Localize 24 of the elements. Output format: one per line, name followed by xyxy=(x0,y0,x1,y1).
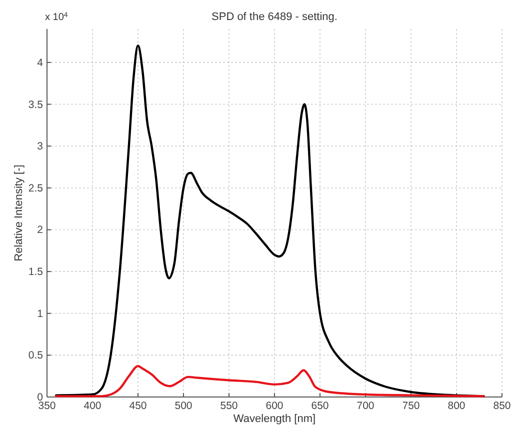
x-tick-label: 550 xyxy=(220,400,238,412)
y-tick-label: 2 xyxy=(37,224,44,236)
line-series xyxy=(55,364,485,398)
x-tick-label: 400 xyxy=(84,400,102,412)
x-tick-label: 850 xyxy=(493,400,511,412)
x-tick-label: 750 xyxy=(402,400,420,412)
x-axis-title: Wavelength [nm] xyxy=(233,413,316,425)
y-tick-label: 1 xyxy=(37,308,44,320)
x-tick-label: 650 xyxy=(311,400,329,412)
x-tick-label: 600 xyxy=(266,400,284,412)
x-tick-label: 500 xyxy=(174,400,192,412)
chart-title: SPD of the 6489 - setting. xyxy=(212,11,338,23)
y-tick-label: 1.5 xyxy=(28,266,44,278)
x-tick-label: 350 xyxy=(38,400,56,412)
x-tick-label: 800 xyxy=(448,400,466,412)
y-tick-label: 0.5 xyxy=(28,350,44,362)
x-tick-label: 700 xyxy=(356,400,374,412)
text: x 10$^{4}$ xyxy=(45,12,68,23)
y-axis-title: Relative Intensity [-] xyxy=(13,164,25,262)
y-tick-label: 3.5 xyxy=(28,98,44,111)
y-tick-label: 4 xyxy=(37,56,44,69)
x-tick-label: 450 xyxy=(129,400,147,412)
y-tick-label: 2.5 xyxy=(28,182,44,194)
y-tick-label: 3 xyxy=(37,140,44,153)
